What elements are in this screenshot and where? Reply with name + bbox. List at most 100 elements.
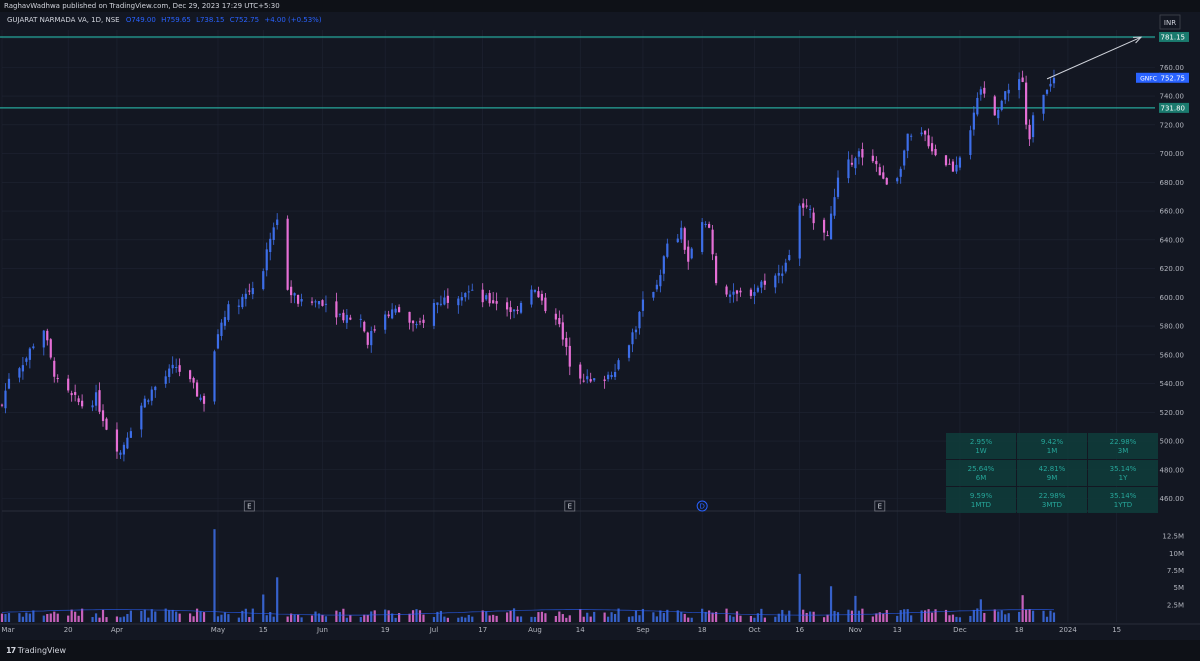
candle[interactable] [505, 297, 509, 317]
candle[interactable] [237, 299, 240, 315]
candle[interactable] [613, 363, 617, 381]
candle[interactable] [70, 390, 73, 402]
candle[interactable] [345, 309, 348, 329]
candles[interactable] [0, 69, 1056, 462]
candle[interactable] [763, 273, 766, 290]
candle[interactable] [154, 385, 157, 398]
candle[interactable] [359, 314, 362, 328]
candle[interactable] [676, 233, 679, 243]
candle[interactable] [732, 283, 735, 303]
candle[interactable] [296, 294, 300, 307]
candle[interactable] [530, 285, 533, 308]
candle[interactable] [725, 284, 728, 297]
candle[interactable] [603, 375, 606, 389]
candle[interactable] [948, 158, 951, 165]
candle[interactable] [488, 290, 491, 307]
candle[interactable] [28, 347, 31, 369]
candle[interactable] [143, 395, 146, 408]
candle[interactable] [272, 222, 275, 245]
candle[interactable] [373, 325, 376, 333]
candle[interactable] [338, 313, 341, 318]
candle[interactable] [756, 285, 759, 294]
candle[interactable] [519, 300, 523, 315]
candle[interactable] [687, 240, 690, 270]
candle[interactable] [540, 290, 544, 305]
candle[interactable] [683, 226, 686, 255]
candle[interactable] [854, 156, 857, 175]
candle[interactable] [533, 289, 537, 294]
candle[interactable] [1004, 91, 1007, 104]
candle[interactable] [140, 402, 143, 438]
candle[interactable] [418, 317, 422, 326]
candle[interactable] [701, 218, 704, 255]
candle[interactable] [411, 320, 415, 332]
candle[interactable] [293, 292, 296, 304]
candle[interactable] [708, 221, 711, 229]
candle[interactable] [885, 177, 888, 186]
candle[interactable] [46, 328, 49, 346]
candle[interactable] [171, 356, 174, 374]
candle[interactable] [1031, 112, 1035, 143]
candle[interactable] [4, 383, 7, 414]
candle[interactable] [906, 133, 909, 159]
candle[interactable] [216, 329, 220, 350]
candle[interactable] [49, 338, 52, 360]
price-axis[interactable]: 460.00 480.00 500.00 520.00 540.00 560.00 580.… [1155, 12, 1200, 640]
candle[interactable] [1052, 69, 1056, 89]
candle[interactable] [1000, 99, 1003, 112]
candle[interactable] [227, 300, 230, 322]
candle[interactable] [21, 357, 25, 380]
candle[interactable] [408, 311, 411, 330]
candle[interactable] [241, 293, 244, 310]
candle[interactable] [460, 292, 463, 306]
candle[interactable] [976, 92, 979, 117]
earnings-marker[interactable]: E [874, 500, 886, 512]
candle[interactable] [492, 292, 495, 304]
candle[interactable] [446, 288, 449, 309]
candle[interactable] [993, 94, 996, 116]
candle[interactable] [923, 129, 927, 142]
candle[interactable] [979, 86, 982, 101]
candle[interactable] [1018, 72, 1021, 99]
candle[interactable] [394, 305, 397, 316]
candle[interactable] [836, 170, 840, 200]
candle[interactable] [655, 279, 658, 292]
candle[interactable] [850, 154, 854, 167]
candle[interactable] [829, 205, 833, 240]
candle[interactable] [554, 308, 557, 326]
candle[interactable] [119, 450, 122, 459]
candle[interactable] [439, 295, 443, 307]
candle[interactable] [847, 151, 850, 184]
candle[interactable] [202, 393, 206, 412]
candle[interactable] [370, 326, 373, 353]
candle[interactable] [1028, 119, 1031, 146]
candle[interactable] [276, 213, 279, 230]
candle[interactable] [105, 417, 108, 431]
candle[interactable] [781, 265, 784, 284]
candle[interactable] [67, 374, 70, 393]
candle[interactable] [269, 232, 272, 261]
symbol-legend[interactable]: GUJARAT NARMADA VA, 1D, NSE O749.00 H759… [7, 16, 322, 24]
dividend-marker[interactable]: D [696, 500, 708, 512]
candle[interactable] [244, 288, 247, 307]
candle[interactable] [335, 292, 338, 325]
candle[interactable] [290, 280, 293, 304]
candle[interactable] [220, 319, 223, 341]
candle[interactable] [809, 205, 812, 219]
candle[interactable] [314, 299, 317, 308]
candle[interactable] [749, 287, 753, 299]
candle[interactable] [251, 281, 254, 300]
candle[interactable] [899, 166, 902, 184]
candle[interactable] [1007, 83, 1010, 102]
candle[interactable] [18, 366, 21, 383]
candle[interactable] [972, 106, 975, 136]
candle[interactable] [641, 291, 645, 317]
candle[interactable] [115, 422, 119, 459]
candle[interactable] [485, 293, 488, 301]
candle[interactable] [753, 284, 756, 305]
candle[interactable] [593, 378, 596, 383]
candle[interactable] [481, 283, 484, 308]
candle[interactable] [739, 287, 742, 297]
candle[interactable] [192, 376, 195, 389]
